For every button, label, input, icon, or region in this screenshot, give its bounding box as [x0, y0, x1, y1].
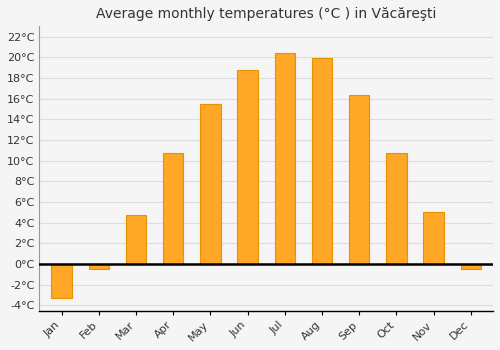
Bar [274, 53, 295, 264]
Bar [424, 212, 444, 264]
Bar [460, 264, 481, 269]
Bar [312, 58, 332, 264]
Bar [349, 94, 370, 264]
Bar [126, 216, 146, 264]
Bar [238, 70, 258, 264]
Bar [163, 153, 184, 264]
Bar [386, 153, 406, 264]
Title: Average monthly temperatures (°C ) in Văcăreşti: Average monthly temperatures (°C ) in Vă… [96, 7, 436, 21]
Bar [52, 264, 72, 298]
Bar [200, 104, 220, 264]
Bar [88, 264, 109, 269]
